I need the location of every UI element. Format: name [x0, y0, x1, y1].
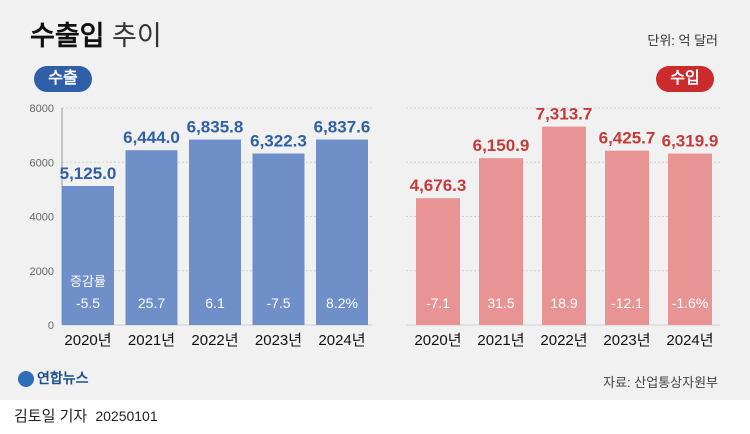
change-rate-label: 증감률 — [70, 274, 106, 289]
value-label: 5,125.0 — [60, 164, 117, 183]
value-label: 6,835.8 — [187, 118, 244, 137]
change-label: -7.1 — [426, 295, 450, 311]
source-note: 자료: 산업통상자원부 — [603, 375, 718, 390]
value-label: 6,322.3 — [250, 132, 307, 151]
change-label: -7.5 — [266, 295, 290, 311]
change-label: 6.1 — [205, 295, 225, 311]
value-label: 6,444.0 — [123, 128, 180, 147]
bar — [125, 150, 178, 325]
byline: 김토일 기자 20250101 — [14, 405, 158, 426]
x-tick-label: 2023년 — [603, 332, 650, 349]
bar-charts: 0 2000 4000 6000 8000 5,125.0 -5.5 2020년 6,444.0… — [30, 103, 720, 349]
bar — [416, 198, 460, 325]
value-label: 6,319.9 — [662, 132, 719, 151]
y-tick-label: 8000 — [30, 103, 54, 115]
value-label: 6,425.7 — [599, 129, 656, 148]
x-tick-label: 2021년 — [477, 332, 524, 349]
x-tick-label: 2020년 — [414, 332, 461, 349]
bar — [542, 126, 586, 325]
value-label: 4,676.3 — [410, 176, 467, 195]
change-label: -1.6% — [672, 295, 709, 311]
change-label: 25.7 — [138, 295, 165, 311]
logo: 연합뉴스 — [18, 368, 89, 388]
value-label: 6,837.6 — [314, 118, 371, 137]
publish-date: 20250101 — [95, 408, 158, 424]
title-bold: 수출입 — [30, 21, 105, 51]
y-tick-label: 2000 — [30, 266, 54, 278]
y-tick-label: 4000 — [30, 212, 54, 224]
change-label: 31.5 — [487, 295, 514, 311]
x-tick-label: 2023년 — [255, 332, 302, 349]
change-label: -12.1 — [611, 295, 643, 311]
x-tick-label: 2022년 — [540, 332, 587, 349]
unit-label: 단위: 억 달러 — [647, 33, 718, 48]
export-badge: 수출 — [34, 66, 92, 92]
bar — [605, 150, 649, 325]
x-tick-label: 2020년 — [64, 332, 111, 349]
change-label: -5.5 — [76, 295, 100, 311]
change-label: 18.9 — [550, 295, 577, 311]
x-tick-label: 2022년 — [191, 332, 238, 349]
x-tick-label: 2024년 — [318, 332, 365, 349]
title-light: 추이 — [112, 21, 162, 51]
bar — [62, 185, 114, 325]
chart-title: 수출입 추이 — [30, 14, 162, 53]
import-badge: 수입 — [656, 66, 714, 92]
change-label: 8.2% — [326, 295, 358, 311]
value-label: 6,150.9 — [473, 136, 530, 155]
x-tick-label: 2021년 — [128, 332, 175, 349]
value-label: 7,313.7 — [536, 105, 593, 124]
x-tick-label: 2024년 — [666, 332, 713, 349]
bar — [252, 153, 305, 325]
bar — [316, 139, 368, 325]
logo-text: 연합뉴스 — [37, 370, 89, 386]
logo-icon — [18, 371, 34, 388]
bar — [668, 153, 712, 325]
bar — [189, 139, 241, 325]
reporter-name: 김토일 기자 — [14, 408, 88, 425]
y-tick-label: 0 — [48, 320, 54, 332]
bar — [479, 158, 523, 325]
y-tick-label: 6000 — [30, 157, 54, 169]
